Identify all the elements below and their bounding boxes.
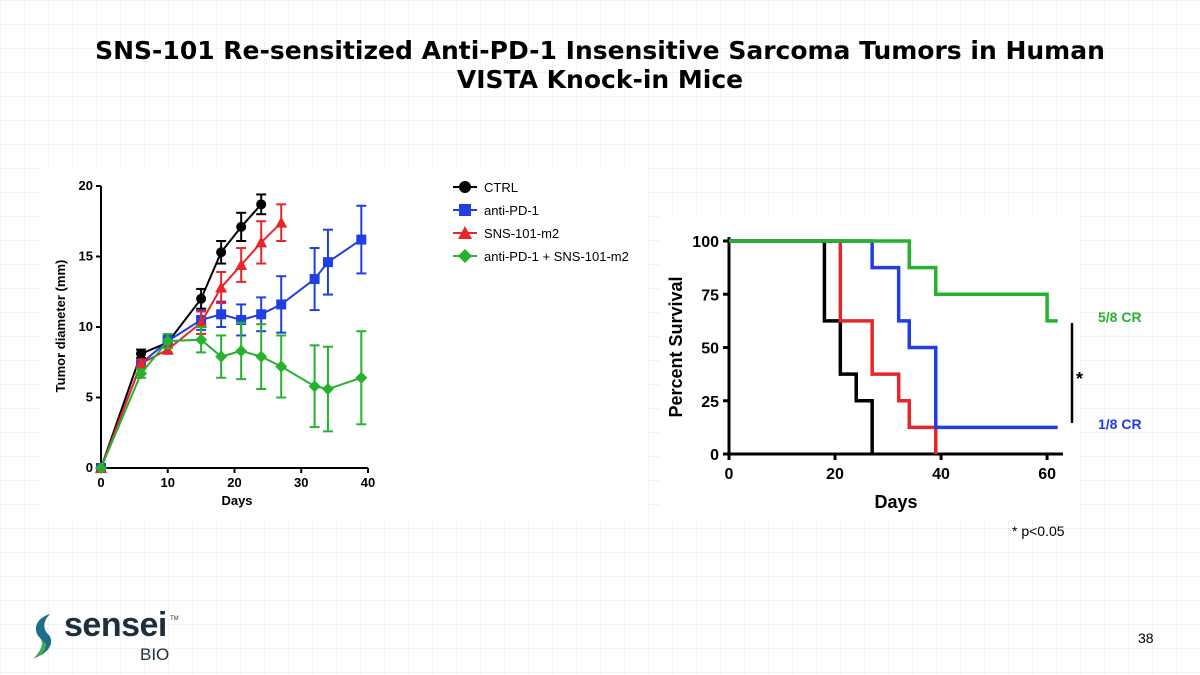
cr-label-blue: 1/8 CR bbox=[1098, 416, 1142, 432]
data-point bbox=[355, 371, 368, 384]
data-point bbox=[215, 350, 228, 363]
survival-chart-x-tick-label: 60 bbox=[1038, 466, 1056, 483]
tumor-chart-y-tick-label: 20 bbox=[79, 178, 93, 193]
slide-title: SNS-101 Re-sensitized Anti-PD-1 Insensit… bbox=[0, 36, 1200, 94]
legend-label: anti-PD-1 + SNS-101-m2 bbox=[484, 249, 629, 264]
data-point bbox=[256, 199, 267, 210]
tumor-chart-ylabel: Tumor diameter (mm) bbox=[53, 260, 68, 393]
data-point bbox=[215, 281, 228, 293]
legend-label: CTRL bbox=[484, 180, 518, 195]
data-point bbox=[235, 344, 248, 357]
data-point bbox=[255, 350, 268, 363]
tumor-chart-x-tick-label: 40 bbox=[361, 475, 375, 490]
data-point bbox=[236, 221, 247, 232]
data-point bbox=[256, 309, 267, 320]
tumor-series-2 bbox=[95, 203, 288, 473]
tumor-chart-x-tick-label: 10 bbox=[161, 475, 175, 490]
survival-series-0 bbox=[729, 239, 874, 454]
tumor-chart-panel bbox=[40, 168, 648, 518]
survival-series-3 bbox=[729, 239, 1058, 323]
cr-label-green: 5/8 CR bbox=[1098, 309, 1142, 325]
tumor-series-3 bbox=[95, 321, 368, 474]
data-point bbox=[356, 234, 367, 245]
data-point bbox=[322, 257, 333, 268]
legend-marker bbox=[458, 249, 472, 263]
data-point bbox=[136, 348, 147, 359]
survival-series-2 bbox=[729, 239, 1058, 430]
data-point bbox=[275, 216, 288, 228]
survival-chart-y-tick-label: 50 bbox=[701, 341, 719, 358]
data-point bbox=[195, 333, 208, 346]
legend-item-1: anti-PD-1 bbox=[453, 203, 539, 218]
data-point bbox=[321, 383, 334, 396]
legend-marker bbox=[459, 181, 471, 193]
data-point bbox=[196, 293, 207, 304]
data-point bbox=[308, 380, 321, 393]
tumor-series-1 bbox=[96, 204, 367, 473]
tumor-chart-xlabel: Days bbox=[221, 493, 252, 508]
legend-item-0: CTRL bbox=[453, 180, 518, 195]
survival-chart-x-tick-label: 0 bbox=[725, 466, 734, 483]
survival-chart-y-tick-label: 0 bbox=[710, 447, 719, 464]
significance-asterisk: * bbox=[1076, 369, 1083, 389]
data-point bbox=[236, 314, 247, 325]
slide-title-line-2: VISTA Knock-in Mice bbox=[456, 65, 744, 94]
slide-title-line-1: SNS-101 Re-sensitized Anti-PD-1 Insensit… bbox=[95, 36, 1105, 65]
data-point bbox=[255, 236, 268, 248]
data-point bbox=[135, 367, 148, 380]
logo-mark-icon bbox=[34, 614, 52, 658]
data-point bbox=[161, 335, 174, 348]
legend-marker bbox=[459, 204, 471, 216]
tumor-chart-x-tick-label: 0 bbox=[97, 475, 104, 490]
legend-label: anti-PD-1 bbox=[484, 203, 539, 218]
sensei-bio-logo: sensei TM BIO bbox=[28, 606, 188, 664]
survival-chart-y-tick-label: 75 bbox=[701, 287, 719, 304]
data-point bbox=[216, 309, 227, 320]
logo-trademark: TM bbox=[170, 616, 179, 622]
data-point bbox=[235, 258, 248, 270]
data-point bbox=[275, 360, 288, 373]
survival-chart-x-tick-label: 20 bbox=[826, 466, 844, 483]
tumor-chart-x-tick-label: 30 bbox=[294, 475, 308, 490]
data-point bbox=[276, 299, 287, 310]
survival-chart-axes: 0 20 40 60 0 25 50 75 100 bbox=[692, 234, 1063, 483]
tumor-chart-y-tick-label: 10 bbox=[79, 319, 93, 334]
data-point bbox=[95, 462, 107, 474]
series-line bbox=[100, 221, 282, 469]
survival-series-1 bbox=[729, 239, 938, 454]
page-number: 38 bbox=[1138, 630, 1154, 646]
survival-chart-y-tick-label: 100 bbox=[692, 234, 719, 251]
footnote: * p<0.05 bbox=[1012, 523, 1065, 539]
legend-item-3: anti-PD-1 + SNS-101-m2 bbox=[453, 249, 629, 264]
data-point bbox=[309, 274, 320, 285]
tumor-chart-y-tick-label: 0 bbox=[86, 460, 93, 475]
tumor-chart-y-tick-label: 5 bbox=[86, 390, 93, 405]
legend-marker bbox=[458, 226, 472, 239]
legend-item-2: SNS-101-m2 bbox=[453, 226, 559, 241]
logo-subtitle: BIO bbox=[140, 645, 170, 664]
data-point bbox=[195, 316, 208, 328]
logo-wordmark: sensei bbox=[64, 606, 167, 644]
tumor-diameter-chart: 0 10 20 30 40 0 5 10 15 20 Days Tumor diameter (m… bbox=[53, 178, 629, 508]
tumor-chart-series bbox=[95, 193, 368, 474]
survival-chart-x-tick-label: 40 bbox=[932, 466, 950, 483]
survival-chart-xlabel: Days bbox=[874, 492, 917, 512]
tumor-chart-legend: CTRL anti-PD-1 SNS-101-m2 anti-PD-1 + SNS-1… bbox=[453, 180, 629, 264]
survival-chart-ylabel: Percent Survival bbox=[666, 276, 686, 417]
tumor-chart-axes: 0 10 20 30 40 0 5 10 15 20 bbox=[79, 178, 376, 490]
survival-chart-series bbox=[729, 239, 1058, 454]
data-point bbox=[216, 247, 227, 258]
survival-chart-y-tick-label: 25 bbox=[701, 394, 719, 411]
legend-label: SNS-101-m2 bbox=[484, 226, 559, 241]
data-point bbox=[135, 357, 148, 369]
tumor-chart-y-tick-label: 15 bbox=[79, 249, 93, 264]
tumor-chart-x-tick-label: 20 bbox=[227, 475, 241, 490]
